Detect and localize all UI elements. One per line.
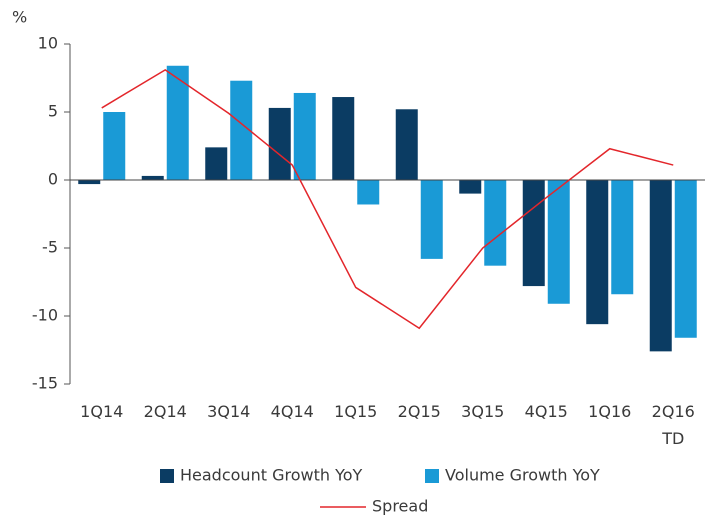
x-tick-label: 2Q14 xyxy=(144,402,187,421)
bar xyxy=(484,180,507,266)
bar xyxy=(420,180,443,259)
bar xyxy=(166,65,189,180)
y-tick-label: -5 xyxy=(42,238,58,257)
bar xyxy=(547,180,570,304)
bar xyxy=(395,109,418,180)
x-tick-label: 4Q14 xyxy=(271,402,314,421)
bar xyxy=(293,92,316,180)
line xyxy=(101,68,674,330)
x-tick-label: 2Q15 xyxy=(398,402,441,421)
x-tick-label: 1Q16 xyxy=(588,402,631,421)
bar xyxy=(230,80,253,180)
x-tick-label: 3Q14 xyxy=(207,402,250,421)
bar xyxy=(357,180,380,205)
y-tick-label: 10 xyxy=(38,34,58,53)
legend-label: Spread xyxy=(372,497,428,516)
y-tick-label: -15 xyxy=(32,374,58,393)
bar xyxy=(611,180,634,295)
y-tick-label: -10 xyxy=(32,306,58,325)
legend-label: Volume Growth YoY xyxy=(445,466,600,485)
bar xyxy=(205,147,228,180)
bar xyxy=(268,107,291,180)
bar xyxy=(586,180,609,325)
bar xyxy=(103,112,126,180)
bar xyxy=(674,180,697,338)
bar xyxy=(332,97,355,180)
x-tick-label: 4Q15 xyxy=(525,402,568,421)
y-tick-label: 0 xyxy=(48,170,58,189)
x-tick-label: 3Q15 xyxy=(461,402,504,421)
bar xyxy=(141,175,164,180)
x-tick-label: 2Q16 TD xyxy=(652,402,695,448)
x-tick-label: 1Q15 xyxy=(334,402,377,421)
legend-swatch xyxy=(160,469,174,483)
legend-swatch xyxy=(425,469,439,483)
legend-label: Headcount Growth YoY xyxy=(180,466,363,485)
bar xyxy=(522,180,545,287)
x-tick-label: 1Q14 xyxy=(80,402,123,421)
bar xyxy=(649,180,672,352)
y-tick-label: 5 xyxy=(48,102,58,121)
bar xyxy=(78,180,101,185)
y-axis-label: % xyxy=(12,8,27,27)
bar xyxy=(459,180,482,194)
